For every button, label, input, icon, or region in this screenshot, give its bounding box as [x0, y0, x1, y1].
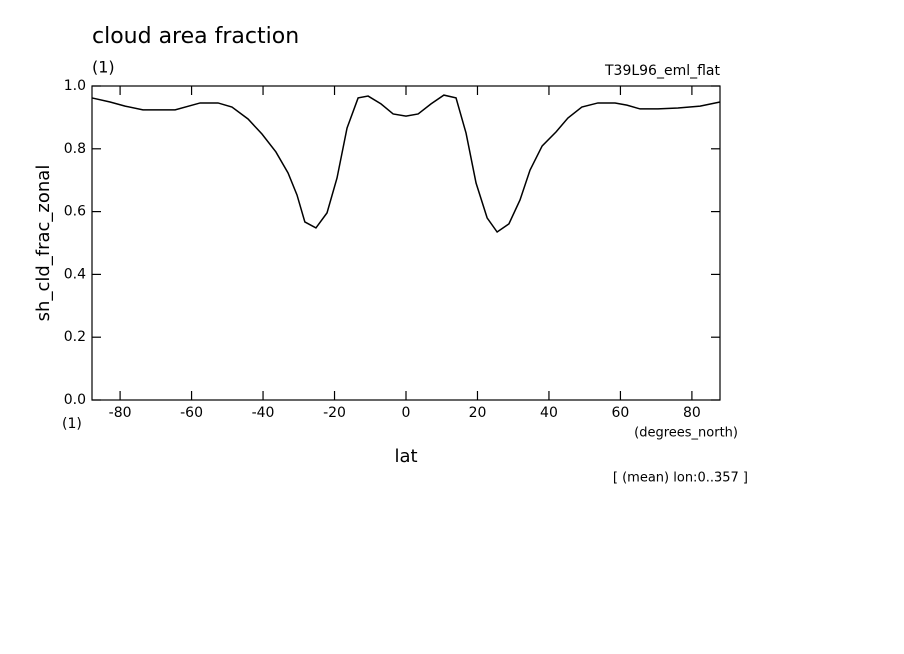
x-tick-label: -40 — [252, 405, 275, 421]
y-tick-label: 0.6 — [64, 204, 86, 220]
note: [ (mean) lon:0..357 ] — [613, 471, 748, 486]
chart-title: cloud area fraction — [92, 24, 299, 49]
x-tick-label: -60 — [180, 405, 203, 421]
y-axis-label: sh_cld_frac_zonal — [33, 165, 54, 322]
data-line — [91, 94, 721, 234]
title-units: (1) — [92, 58, 115, 77]
plot-frame — [91, 85, 721, 401]
x-tick-label: -80 — [109, 405, 132, 421]
x-tick-label: 80 — [683, 405, 701, 421]
x-tick-label: 0 — [402, 405, 411, 421]
x-tick-label: -20 — [323, 405, 346, 421]
x-axis-label: lat — [394, 446, 417, 467]
y-tick-label: 0.0 — [64, 392, 86, 408]
y-units: (1) — [62, 416, 82, 432]
experiment: T39L96_eml_flat — [604, 63, 721, 79]
x-tick-label: 40 — [540, 405, 558, 421]
y-tick-label: 0.2 — [64, 329, 86, 345]
x-tick-label: 20 — [469, 405, 487, 421]
x-tick-label: 60 — [612, 405, 630, 421]
y-tick-label: 1.0 — [64, 78, 86, 94]
x-units: (degrees_north) — [634, 426, 738, 441]
y-tick-label: 0.8 — [64, 141, 86, 157]
y-tick-label: 0.4 — [64, 266, 86, 282]
